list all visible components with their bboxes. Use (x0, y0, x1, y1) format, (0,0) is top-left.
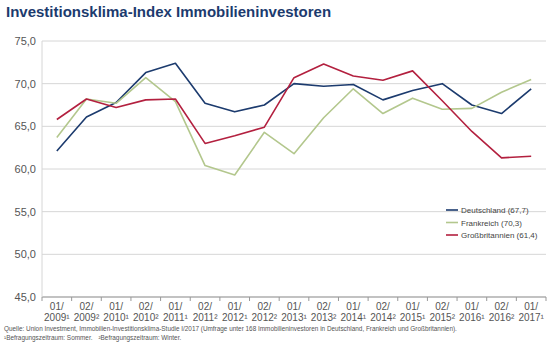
legend-swatch (446, 234, 458, 236)
x-tick (457, 297, 458, 301)
x-tick-label-part: 2013² (311, 312, 337, 323)
series-line (57, 63, 531, 151)
x-tick-label-part: 02/ (80, 301, 94, 312)
x-tick-label-part: 01/ (50, 301, 64, 312)
x-tick-label-part: 2010¹ (103, 312, 129, 323)
x-tick-label-part: 02/ (198, 301, 212, 312)
source: Quelle: Union Investment, Immobilien-Inv… (4, 325, 457, 333)
legend-label: Deutschland (67,7) (461, 206, 529, 215)
grid-line (42, 169, 546, 170)
x-tick-label-part: 2016¹ (459, 312, 485, 323)
x-tick-label-part: 2015² (429, 312, 455, 323)
x-tick-label-part: 2009¹ (44, 312, 70, 323)
x-tick-label: 01/2013¹ (281, 301, 307, 323)
x-tick (427, 297, 428, 301)
x-tick (546, 297, 547, 301)
x-tick-label-part: 01/ (287, 301, 301, 312)
x-tick-label-part: 02/ (257, 301, 271, 312)
plot-area (57, 63, 531, 175)
x-tick (368, 297, 369, 301)
y-tick-label: 70,0 (15, 78, 36, 90)
x-tick-label-part: 2012² (252, 312, 278, 323)
x-tick-label-part: 2014² (370, 312, 396, 323)
y-tick-label: 50,0 (15, 248, 36, 260)
x-tick-label: 02/2015² (429, 301, 455, 323)
x-tick (308, 297, 309, 301)
x-tick-label-part: 2016² (489, 312, 515, 323)
x-tick (160, 297, 161, 301)
x-tick-label: 01/2014¹ (341, 301, 367, 323)
x-tick-label-part: 01/ (465, 301, 479, 312)
grid-line (42, 254, 546, 255)
legend-swatch (446, 222, 458, 224)
x-tick-label-part: 2012¹ (222, 312, 248, 323)
x-tick-label-part: 2010² (133, 312, 159, 323)
y-tick-label: 60,0 (15, 163, 36, 175)
grid-line (42, 41, 546, 42)
grid-line (42, 126, 546, 127)
x-tick-label-part: 01/ (346, 301, 360, 312)
x-tick-label: 02/2013² (311, 301, 337, 323)
x-tick-label: 01/2011¹ (163, 301, 189, 323)
x-tick-label: 02/2012² (252, 301, 278, 323)
x-tick-label-part: 2015¹ (400, 312, 426, 323)
x-tick-label-part: 02/ (317, 301, 331, 312)
x-tick (486, 297, 487, 301)
x-tick-label: 01/2016¹ (459, 301, 485, 323)
y-tick-label: 45,0 (15, 291, 36, 303)
x-tick (219, 297, 220, 301)
x-tick-label-part: 02/ (495, 301, 509, 312)
x-tick-label: 01/2010¹ (103, 301, 129, 323)
title: Investitionsklima-Index Immobilieninvest… (6, 3, 331, 20)
grid-line (42, 297, 546, 298)
x-tick-label-part: 02/ (435, 301, 449, 312)
x-tick-label: 02/2009² (74, 301, 100, 323)
x-tick-label: 02/2014² (370, 301, 396, 323)
x-tick (101, 297, 102, 301)
x-tick-label-part: 2011² (193, 312, 219, 323)
legend-swatch (446, 209, 458, 211)
note: ²Befragungszeitraum: Winter. (98, 334, 181, 342)
y-tick-label: 65,0 (15, 120, 36, 132)
x-tick-label-part: 2011¹ (163, 312, 189, 323)
y-axis-line (42, 41, 43, 297)
x-tick-label-part: 02/ (376, 301, 390, 312)
x-tick-label-part: 01/ (228, 301, 242, 312)
legend-label: Frankreich (70,3) (461, 219, 522, 228)
x-tick (190, 297, 191, 301)
x-tick-label-part: 2009² (74, 312, 100, 323)
x-tick-label: 02/2010² (133, 301, 159, 323)
x-tick-label-part: 01/ (406, 301, 420, 312)
x-tick-label-part: 2017¹ (518, 312, 544, 323)
x-tick-label: 01/2017¹ (518, 301, 544, 323)
x-tick-label-part: 01/ (524, 301, 538, 312)
legend-label: Großbritannien (61,4) (461, 231, 538, 240)
x-tick (42, 297, 43, 301)
x-tick-label: 02/2016² (489, 301, 515, 323)
x-tick (130, 297, 131, 301)
series-line (57, 78, 531, 175)
x-tick-label-part: 01/ (168, 301, 182, 312)
y-tick-label: 55,0 (15, 206, 36, 218)
x-tick-label-part: 2013¹ (281, 312, 307, 323)
x-tick (516, 297, 517, 301)
x-tick (249, 297, 250, 301)
x-tick-label: 01/2015¹ (400, 301, 426, 323)
series-line (57, 64, 531, 158)
x-tick (397, 297, 398, 301)
x-tick-label: 01/2012¹ (222, 301, 248, 323)
x-axis-line (42, 297, 546, 298)
y-tick-label: 75,0 (15, 35, 36, 47)
x-tick (338, 297, 339, 301)
x-tick-label: 01/2009¹ (44, 301, 70, 323)
x-tick (71, 297, 72, 301)
x-tick-label: 02/2011² (193, 301, 219, 323)
x-tick-label-part: 02/ (139, 301, 153, 312)
note: ¹Befragungszeitraum: Sommer. (4, 334, 93, 342)
chart: Investitionsklima-Index Immobilieninvest… (0, 0, 550, 342)
x-tick-label-part: 01/ (109, 301, 123, 312)
x-tick-label-part: 2014¹ (341, 312, 367, 323)
x-tick (279, 297, 280, 301)
